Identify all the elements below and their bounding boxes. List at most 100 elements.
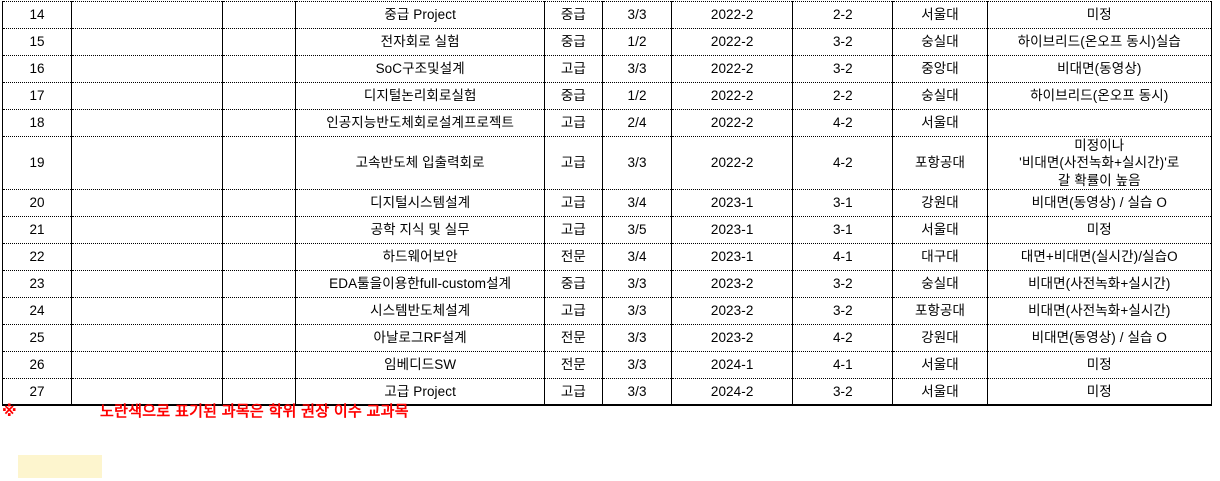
blank-cell-1 [71, 323, 224, 352]
semester: 2024-2 [671, 377, 794, 406]
university: 숭실대 [892, 82, 988, 110]
semester: 2022-2 [671, 136, 794, 190]
table-row: 21 공학 지식 및 실무 고급 3/5 2023-1 3-1 서울대 미정 [1, 215, 1213, 244]
credit-hours: 3/3 [601, 350, 673, 379]
subject-name: 임베디드SW [295, 350, 545, 379]
university: 서울대 [892, 350, 988, 379]
delivery-mode: 하이브리드(온오프 동시)실습 [986, 28, 1213, 56]
blank-cell-1 [71, 242, 224, 271]
credit-hours: 3/3 [601, 296, 673, 325]
delivery-mode: 하이브리드(온오프 동시) [986, 82, 1213, 110]
blank-cell-1 [71, 55, 224, 83]
credit-hours: 3/5 [601, 215, 673, 244]
credit-hours: 3/4 [601, 242, 673, 271]
year-term: 4-2 [792, 323, 894, 352]
year-term: 3-2 [792, 55, 894, 83]
row-number: 24 [1, 296, 73, 325]
blank-cell-2 [222, 109, 297, 137]
course-table-body: 14 중급 Project 중급 3/3 2022-2 2-2 서울대 미정 15 전자회로 실험… [1, 1, 1213, 406]
table-row: 18 인공지능반도체회로설계프로젝트 고급 2/4 2022-2 4-2 서울대 [1, 109, 1213, 137]
university: 서울대 [892, 215, 988, 244]
course-level: 고급 [543, 136, 603, 190]
university: 중앙대 [892, 55, 988, 83]
blank-cell-2 [222, 242, 297, 271]
legend-reference-mark: ※ [2, 403, 17, 420]
delivery-mode: 비대면(사전녹화+실시간) [986, 269, 1213, 298]
year-term: 3-2 [792, 296, 894, 325]
delivery-mode: 미정 [986, 215, 1213, 244]
table-row: 14 중급 Project 중급 3/3 2022-2 2-2 서울대 미정 [1, 1, 1213, 29]
delivery-mode [986, 109, 1213, 137]
semester: 2023-1 [671, 188, 794, 217]
delivery-mode: 비대면(사전녹화+실시간) [986, 296, 1213, 325]
university: 숭실대 [892, 28, 988, 56]
delivery-mode: 미정 [986, 350, 1213, 379]
blank-cell-1 [71, 136, 224, 190]
blank-cell-2 [222, 82, 297, 110]
course-level: 전문 [543, 350, 603, 379]
year-term: 4-2 [792, 109, 894, 137]
blank-cell-2 [222, 28, 297, 56]
blank-cell-2 [222, 323, 297, 352]
university: 서울대 [892, 1, 988, 29]
year-term: 4-1 [792, 350, 894, 379]
year-term: 4-1 [792, 242, 894, 271]
table-row: 24 시스템반도체설계 고급 3/3 2023-2 3-2 포항공대 비대면(사전녹화+실시간… [1, 296, 1213, 325]
semester: 2022-2 [671, 28, 794, 56]
course-level: 중급 [543, 82, 603, 110]
year-term: 2-2 [792, 1, 894, 29]
row-number: 16 [1, 55, 73, 83]
credit-hours: 1/2 [601, 82, 673, 110]
blank-cell-1 [71, 82, 224, 110]
table-row: 23 EDA툴을이용한full-custom설계 중급 3/3 2023-2 3-2 숭실대… [1, 269, 1213, 298]
delivery-mode: 비대면(동영상) [986, 55, 1213, 83]
row-number: 19 [1, 136, 73, 190]
semester: 2023-1 [671, 215, 794, 244]
blank-cell-2 [222, 350, 297, 379]
semester: 2022-2 [671, 109, 794, 137]
blank-cell-1 [71, 296, 224, 325]
semester: 2023-2 [671, 296, 794, 325]
blank-cell-1 [71, 269, 224, 298]
blank-cell-2 [222, 215, 297, 244]
row-number: 17 [1, 82, 73, 110]
row-number: 25 [1, 323, 73, 352]
row-number: 15 [1, 28, 73, 56]
university: 대구대 [892, 242, 988, 271]
row-number: 20 [1, 188, 73, 217]
delivery-mode: 미정 [986, 377, 1213, 406]
course-table: 14 중급 Project 중급 3/3 2022-2 2-2 서울대 미정 15 전자회로 실험… [1, 1, 1213, 407]
table-row: 15 전자회로 실험 중급 1/2 2022-2 3-2 숭실대 하이브리드(온오프 동시)실… [1, 28, 1213, 56]
course-level: 전문 [543, 323, 603, 352]
year-term: 2-2 [792, 82, 894, 110]
credit-hours: 1/2 [601, 28, 673, 56]
subject-name: 디지털시스템설계 [295, 188, 545, 217]
credit-hours: 3/3 [601, 269, 673, 298]
row-number: 22 [1, 242, 73, 271]
year-term: 3-2 [792, 269, 894, 298]
delivery-mode: 비대면(동영상) / 실습 O [986, 188, 1213, 217]
subject-name: 공학 지식 및 실무 [295, 215, 545, 244]
credit-hours: 3/3 [601, 1, 673, 29]
table-row: 22 하드웨어보안 전문 3/4 2023-1 4-1 대구대 대면+비대면(실시간)/실습O [1, 242, 1213, 271]
blank-cell-1 [71, 1, 224, 29]
course-level: 고급 [543, 55, 603, 83]
delivery-mode: 미정 [986, 1, 1213, 29]
semester: 2023-2 [671, 323, 794, 352]
course-level: 중급 [543, 28, 603, 56]
blank-cell-2 [222, 188, 297, 217]
university: 포항공대 [892, 296, 988, 325]
row-number: 21 [1, 215, 73, 244]
blank-cell-1 [71, 109, 224, 137]
semester: 2022-2 [671, 1, 794, 29]
legend-note: ※ 노란색으로 표기된 과목은 학위 권장 이수 교과목 [0, 400, 1220, 430]
subject-name: 하드웨어보안 [295, 242, 545, 271]
university: 강원대 [892, 188, 988, 217]
blank-cell-1 [71, 188, 224, 217]
year-term: 4-2 [792, 136, 894, 190]
legend-color-swatch-yellow [18, 455, 102, 478]
table-row: 20 디지털시스템설계 고급 3/4 2023-1 3-1 강원대 비대면(동영상) / 실습… [1, 188, 1213, 217]
year-term: 3-2 [792, 377, 894, 406]
subject-name: 아날로그RF설계 [295, 323, 545, 352]
credit-hours: 3/3 [601, 323, 673, 352]
